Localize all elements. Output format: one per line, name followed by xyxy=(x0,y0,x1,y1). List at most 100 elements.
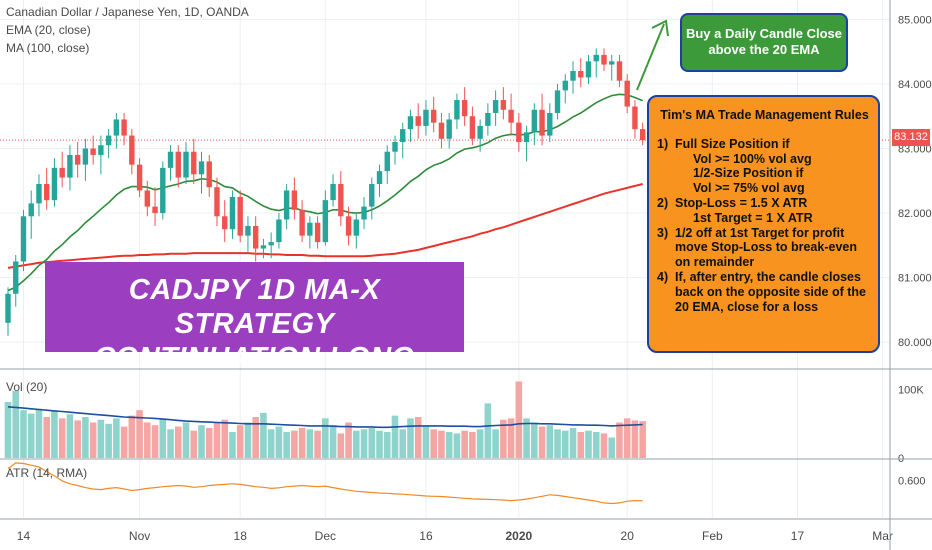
volume-bar xyxy=(631,420,639,458)
volume-bar xyxy=(569,427,577,458)
volume-bar xyxy=(66,414,74,458)
volume-bar xyxy=(623,418,631,458)
candle-body xyxy=(624,80,630,107)
volume-ma-line xyxy=(7,406,643,429)
rule-1-line-c: 1/2-Size Position if xyxy=(693,166,804,181)
current-price-tag: 83.132 xyxy=(892,129,930,146)
buy-callout: Buy a Daily Candle Close above the 20 EM… xyxy=(680,13,848,72)
candle-body xyxy=(268,242,274,246)
rule-1-number: 1) xyxy=(657,136,669,151)
candle-body xyxy=(229,196,236,230)
candle-body xyxy=(609,61,615,65)
price-tick-label: 82.000 xyxy=(898,208,932,220)
candle-body xyxy=(547,112,553,136)
rule-3: 3) 1/2 off at 1st Target for profit move… xyxy=(657,226,872,270)
volume-bar xyxy=(430,429,437,458)
candle-body xyxy=(601,54,607,65)
volume-bar xyxy=(616,422,623,458)
candle-body xyxy=(384,151,390,172)
volume-bar xyxy=(82,417,89,458)
time-tick-label: Mar xyxy=(872,529,893,543)
volume-bar xyxy=(51,411,58,458)
candle-body xyxy=(469,116,476,139)
candle-body xyxy=(299,209,305,236)
volume-bar xyxy=(198,425,205,458)
volume-bar xyxy=(58,418,66,458)
volume-bar xyxy=(128,415,136,458)
candle-body xyxy=(407,116,414,130)
candle-body xyxy=(222,216,228,230)
volume-bar xyxy=(507,418,515,458)
rule-1-line-b: Vol >= 100% vol avg xyxy=(693,151,812,166)
volume-bar xyxy=(229,432,236,458)
time-tick-label: Nov xyxy=(129,529,150,543)
candle-body xyxy=(431,109,437,123)
volume-bar xyxy=(205,427,213,458)
volume-bar xyxy=(492,429,499,458)
candle-body xyxy=(13,261,19,294)
volume-bar xyxy=(322,418,329,458)
candle-body xyxy=(639,129,646,141)
time-tick-label: 17 xyxy=(791,529,805,543)
candle-body xyxy=(353,219,359,236)
candle-body xyxy=(578,71,584,78)
volume-bar xyxy=(438,430,445,458)
volume-bar xyxy=(476,429,484,458)
candle-body xyxy=(237,196,243,236)
candle-body xyxy=(59,167,65,178)
rule-3-number: 3) xyxy=(657,225,669,240)
volume-bar xyxy=(461,430,468,458)
buy-arrow-head xyxy=(651,19,669,37)
legend-title: Canadian Dollar / Japanese Yen, 1D, OAND… xyxy=(6,5,249,19)
volume-bar xyxy=(252,417,259,458)
time-tick-label: Feb xyxy=(702,529,723,543)
volume-bar xyxy=(27,413,35,458)
candle-body xyxy=(632,106,638,130)
volume-bar xyxy=(298,427,306,458)
rule-3-text: 1/2 off at 1st Target for profit move St… xyxy=(675,225,857,270)
time-tick-label: 18 xyxy=(234,529,248,543)
rule-4-number: 4) xyxy=(657,269,669,284)
volume-bar xyxy=(515,381,523,458)
candle-body xyxy=(531,109,538,133)
volume-bar xyxy=(105,423,112,458)
volume-bar xyxy=(190,430,198,458)
volume-bar xyxy=(4,401,12,458)
candle-body xyxy=(160,167,166,214)
candle-body xyxy=(415,116,421,126)
legend-vol: Vol (20) xyxy=(6,380,48,394)
volume-bar xyxy=(113,418,120,458)
volume-bar xyxy=(329,425,337,458)
candle-body xyxy=(516,122,522,143)
volume-bar xyxy=(144,422,151,458)
candle-body xyxy=(454,100,460,120)
volume-bar xyxy=(531,422,538,458)
volume-bar xyxy=(546,425,554,458)
volume-bar xyxy=(314,430,321,458)
volume-bar xyxy=(592,432,600,458)
volume-bar xyxy=(12,391,20,458)
candle-body xyxy=(554,90,561,113)
volume-bar xyxy=(500,419,507,458)
time-tick-label: 2020 xyxy=(505,529,532,543)
volume-bar xyxy=(35,408,43,458)
volume-bar xyxy=(391,415,399,458)
candle-body xyxy=(198,161,205,175)
candle-body xyxy=(74,154,81,165)
candle-body xyxy=(330,184,336,201)
candle-body xyxy=(67,154,73,178)
banner-line2: CONTINUATION LONG xyxy=(94,342,415,374)
time-tick-label: 16 xyxy=(419,529,433,543)
candle-body xyxy=(322,200,329,243)
volume-bar xyxy=(523,418,530,458)
candle-body xyxy=(345,216,352,236)
candle-body xyxy=(105,135,112,146)
volume-bar xyxy=(283,432,290,458)
candle-body xyxy=(5,293,11,323)
rule-1-line-a: Full Size Position if xyxy=(675,136,790,151)
volume-bar xyxy=(43,417,50,458)
candle-body xyxy=(283,190,290,220)
volume-bar xyxy=(383,432,391,458)
candle-body xyxy=(113,119,120,136)
